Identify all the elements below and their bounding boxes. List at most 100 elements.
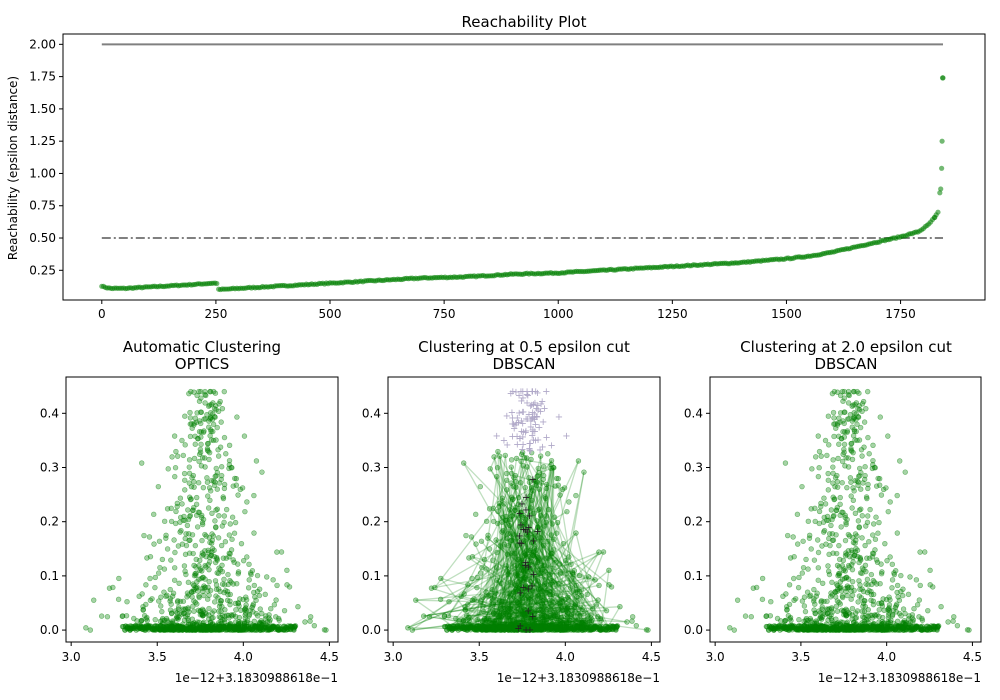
cluster-point	[574, 624, 580, 630]
cluster-point	[172, 549, 178, 556]
cluster-point	[825, 477, 832, 483]
cluster-point	[473, 541, 479, 547]
cluster-point	[540, 608, 546, 615]
cluster-point	[199, 568, 205, 574]
noise-point: +	[539, 417, 547, 428]
cluster-point	[494, 473, 500, 480]
noise-point: +	[555, 412, 563, 423]
cluster-point	[575, 597, 581, 604]
cluster-point	[872, 536, 879, 543]
cluster-point	[731, 627, 737, 633]
cluster-point	[919, 617, 926, 623]
cluster-point	[862, 464, 868, 470]
cluster-point	[208, 437, 215, 443]
cluster-point	[246, 611, 253, 618]
cluster-point	[883, 485, 889, 491]
cluster-point	[499, 529, 505, 535]
cluster-point	[873, 514, 879, 520]
cluster-point	[801, 626, 808, 633]
cluster-point	[499, 495, 506, 501]
cluster-point	[466, 555, 472, 561]
cluster-point	[186, 390, 192, 397]
cluster-point	[181, 617, 188, 623]
cluster-point	[271, 602, 278, 608]
cluster-point	[190, 603, 196, 610]
x-tick-label: 3.0	[706, 650, 725, 664]
cluster-point	[194, 601, 200, 607]
cluster-point	[853, 411, 859, 417]
cluster-point	[564, 606, 570, 612]
cluster-point	[206, 456, 212, 463]
cluster-point	[555, 475, 562, 482]
cluster-point	[238, 540, 245, 547]
cluster-point	[247, 570, 254, 576]
cluster-point	[945, 619, 951, 625]
cluster-point	[229, 465, 235, 471]
cluster-point	[850, 388, 857, 395]
cluster-point	[834, 588, 840, 595]
cluster-point	[844, 416, 851, 422]
cluster-point	[876, 519, 882, 526]
cluster-point	[530, 552, 536, 559]
cluster-point	[567, 626, 574, 632]
cluster-point	[253, 597, 259, 604]
cluster-point	[213, 403, 219, 409]
cluster-point	[577, 613, 583, 619]
cluster-point	[477, 483, 484, 490]
optics-x-ticks: 3.0 3.5 4.0 4.5	[62, 642, 339, 664]
cluster-point	[219, 405, 226, 412]
cluster-point	[590, 605, 596, 612]
core-noise-point: +	[521, 560, 529, 571]
cluster-point	[206, 402, 213, 408]
cluster-point	[938, 603, 944, 610]
cluster-point	[794, 541, 801, 547]
cluster-point	[858, 595, 865, 601]
cluster-point	[481, 608, 487, 615]
reachability-points	[99, 75, 946, 293]
cluster-point	[545, 506, 552, 513]
cluster-point	[274, 582, 280, 589]
cluster-point	[249, 604, 255, 611]
cluster-point	[848, 493, 854, 499]
cluster-point	[226, 554, 232, 560]
cluster-point	[196, 451, 203, 458]
cluster-point	[163, 532, 169, 539]
cluster-point	[808, 546, 814, 552]
cluster-point	[812, 518, 818, 525]
cluster-point	[927, 582, 933, 588]
cluster-point	[834, 608, 841, 614]
cluster-point	[852, 510, 859, 516]
cluster-point	[573, 530, 579, 536]
cluster-point	[169, 454, 175, 460]
cluster-point	[157, 626, 164, 633]
cluster-point	[163, 615, 170, 622]
cluster-point	[200, 516, 207, 523]
cluster-point	[864, 555, 870, 561]
cluster-point	[830, 409, 837, 416]
x-tick-label: 4.0	[877, 650, 896, 664]
cluster-point	[215, 595, 221, 601]
core-noise-point: +	[526, 625, 534, 636]
x-tick-label: 4.5	[320, 650, 339, 664]
cluster-point	[234, 414, 240, 420]
cluster-point	[565, 594, 571, 600]
cluster-point	[826, 571, 833, 578]
cluster-point	[409, 627, 416, 633]
cluster-point	[483, 518, 490, 525]
cluster-point	[864, 576, 871, 583]
cluster-point	[178, 624, 184, 630]
cluster-point	[846, 533, 853, 539]
cluster-point	[896, 597, 903, 604]
cluster-point	[828, 522, 834, 529]
cluster-point	[900, 606, 907, 612]
cluster-point	[918, 624, 924, 630]
cluster-point	[786, 601, 793, 608]
cluster-point	[831, 496, 838, 502]
cluster-point	[799, 570, 806, 576]
y-tick-label: 0.0	[40, 623, 59, 637]
noise-point: +	[525, 410, 533, 421]
cluster-point	[889, 626, 895, 632]
x-tick-label: 1500	[771, 307, 802, 321]
cluster-point	[233, 607, 239, 613]
cluster-point	[185, 507, 191, 513]
